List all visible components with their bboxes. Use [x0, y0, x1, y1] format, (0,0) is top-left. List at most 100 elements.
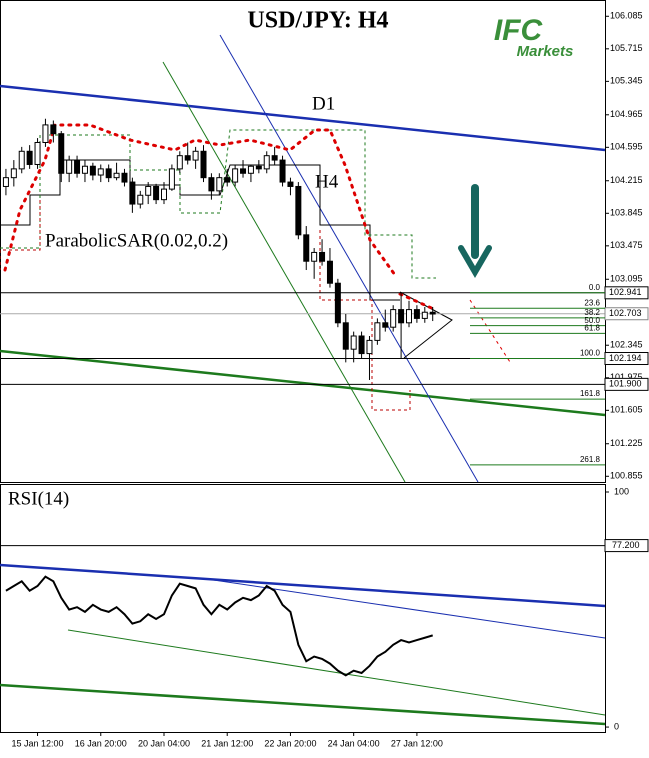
price-label: 102.194 [609, 353, 642, 363]
candle-body [168, 168, 175, 190]
fib-label: 161.8 [580, 389, 601, 398]
rsi-level-box [604, 539, 649, 553]
y-tick-label: 104.965 [610, 109, 643, 119]
trendlines [0, 34, 606, 726]
candle-body [398, 309, 405, 324]
candle-body [224, 177, 231, 183]
y-tick-label: 105.345 [610, 76, 643, 86]
x-tick-label: 21 Jan 12:00 [201, 738, 253, 748]
candle-body [97, 168, 104, 176]
candle-body [200, 150, 207, 179]
candle-body [184, 155, 191, 161]
candle-body [26, 150, 33, 165]
candle-body [58, 133, 65, 174]
x-tick-label: 24 Jan 04:00 [328, 738, 380, 748]
candle-body [319, 251, 326, 262]
logo-sub: Markets [517, 43, 574, 60]
fib-label: 261.8 [580, 455, 601, 464]
y-tick-label: 100.855 [610, 471, 643, 481]
annotation: ParabolicSAR(0.02,0.2) [45, 230, 228, 251]
fib-label: 38.2 [584, 308, 600, 317]
candle-body [405, 309, 412, 324]
candle-body [366, 339, 373, 355]
annotation: H4 [315, 171, 339, 192]
candle-body [34, 141, 41, 165]
fib-label: 100.0 [580, 349, 601, 358]
price-label: 101.900 [609, 379, 642, 389]
candle-body [382, 322, 389, 328]
candle-body [216, 177, 223, 192]
rsi-level-label: 77.200 [612, 540, 640, 550]
fib-label: 0.0 [589, 283, 601, 292]
candle-body [287, 181, 294, 187]
candle-body [160, 188, 167, 201]
rsi-panel [0, 484, 606, 733]
candle-body [50, 124, 57, 135]
candle-body [74, 159, 81, 174]
candle-body [390, 309, 397, 328]
candle-body [295, 185, 302, 236]
candle-body [66, 159, 73, 174]
candle-body [89, 165, 96, 176]
price-label-box [604, 377, 649, 391]
y-tick-label: 105.715 [610, 43, 643, 53]
fib-label: 50.0 [584, 316, 600, 325]
y-tick-label: 106.085 [610, 11, 643, 21]
candle-body [153, 185, 160, 201]
rsi-tick-label: 0 [614, 721, 619, 731]
candle-body [421, 311, 428, 319]
candle-body [255, 165, 262, 170]
candle-body [42, 124, 49, 143]
candle-body [358, 335, 365, 355]
candle-body [326, 260, 333, 284]
candle-body [176, 155, 183, 170]
candle-body [145, 185, 152, 196]
candle-body [105, 168, 112, 179]
y-tick-label: 104.595 [610, 142, 643, 152]
candle-body [113, 172, 120, 179]
rsi-line [5, 575, 433, 677]
annotation: D1 [312, 93, 335, 114]
y-tick-label: 103.475 [610, 240, 643, 250]
x-tick-label: 16 Jan 20:00 [75, 738, 127, 748]
candle-body [263, 155, 270, 170]
candle-body [342, 322, 349, 350]
candle-body [279, 159, 286, 183]
candle-body [137, 194, 144, 205]
candle-body [129, 181, 136, 205]
x-tick-label: 15 Jan 12:00 [12, 738, 64, 748]
candle-body [121, 172, 128, 183]
candle-body [247, 165, 254, 174]
candle-body [208, 177, 215, 192]
price-label: 102.703 [609, 308, 642, 318]
chart-title: USD/JPY: H4 [247, 8, 388, 34]
candle-body [192, 150, 199, 161]
candle-body [350, 335, 357, 350]
candle-body [303, 234, 310, 262]
price-label: 102.941 [609, 287, 642, 297]
down-arrow [458, 184, 492, 278]
y-tick-label: 103.095 [610, 274, 643, 284]
candle-body [18, 150, 25, 170]
candle-body [334, 282, 341, 324]
y-tick-label: 104.215 [610, 175, 643, 185]
y-tick-label: 101.605 [610, 405, 643, 415]
y-tick-label: 103.845 [610, 208, 643, 218]
x-tick-label: 27 Jan 12:00 [391, 738, 443, 748]
candle-body [311, 251, 318, 262]
logo-brand: IFC [494, 14, 544, 47]
price-panel [0, 0, 606, 483]
candle-body [271, 155, 278, 161]
candle-body [2, 177, 9, 187]
y-tick-label: 101.225 [610, 438, 643, 448]
rsi-tick-label: 100 [614, 486, 629, 496]
candle-body [10, 168, 17, 179]
candle-body [81, 165, 88, 174]
y-tick-label: 102.345 [610, 340, 643, 350]
candle-body [240, 168, 247, 174]
rsi-title: RSI(14) [8, 488, 69, 509]
candle-body [374, 322, 381, 341]
fib-label: 61.8 [584, 324, 600, 333]
x-tick-label: 22 Jan 20:00 [264, 738, 316, 748]
